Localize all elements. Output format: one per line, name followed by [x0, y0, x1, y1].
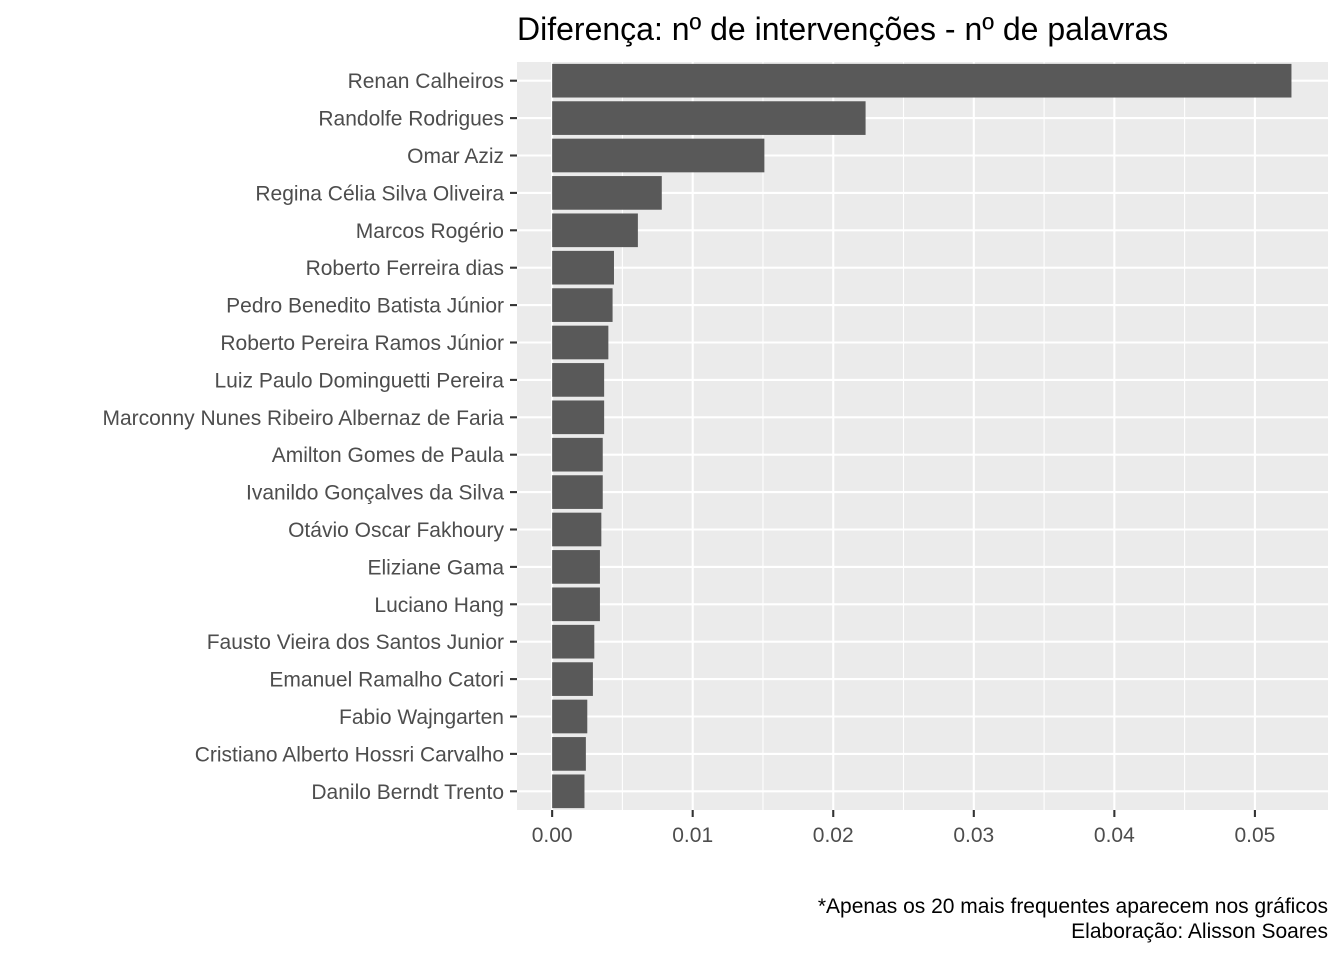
y-tick-label: Cristiano Alberto Hossri Carvalho — [195, 743, 504, 766]
caption-note: *Apenas os 20 mais frequentes aparecem n… — [817, 895, 1328, 918]
bar — [552, 624, 595, 659]
bar — [552, 325, 609, 360]
caption: *Apenas os 20 mais frequentes aparecem n… — [818, 894, 1328, 944]
y-tick-label: Roberto Ferreira dias — [306, 257, 504, 280]
y-axis: Renan Calheiros Randolfe Rodrigues Omar Az… — [102, 70, 517, 804]
plot-panel — [517, 62, 1328, 810]
bar — [552, 512, 602, 547]
y-tick-label: Omar Aziz — [407, 145, 504, 168]
bar — [552, 250, 614, 285]
bar — [552, 288, 613, 322]
caption-author: Elaboração: Alisson Soares — [1071, 920, 1328, 943]
x-tick-label: 0.05 — [1234, 824, 1275, 847]
y-tick-label: Randolfe Rodrigues — [318, 108, 504, 131]
bar — [552, 475, 603, 509]
bar — [552, 587, 600, 622]
y-tick-label: Renan Calheiros — [348, 70, 504, 93]
y-tick-label: Amilton Gomes de Paula — [272, 444, 505, 467]
bar — [552, 400, 605, 435]
bar — [552, 437, 603, 472]
x-axis: 0.00 0.01 0.02 0.03 0.04 0.05 — [532, 810, 1275, 847]
bar — [552, 550, 600, 584]
x-tick-label: 0.01 — [672, 824, 713, 847]
x-tick-label: 0.04 — [1094, 824, 1135, 847]
y-tick-label: Ivanildo Gonçalves da Silva — [246, 482, 504, 505]
y-tick-label: Emanuel Ramalho Catori — [269, 669, 504, 692]
y-tick-label: Pedro Benedito Batista Júnior — [226, 295, 504, 318]
chart-title: Diferença: nº de intervenções - nº de pa… — [517, 11, 1168, 47]
bar — [552, 213, 638, 248]
y-tick-label: Luciano Hang — [374, 594, 504, 617]
y-tick-label: Eliziane Gama — [367, 556, 504, 579]
bar — [552, 101, 866, 135]
y-tick-label: Marcos Rogério — [356, 220, 504, 243]
bar — [552, 699, 588, 734]
x-tick-label: 0.00 — [532, 824, 573, 847]
x-tick-label: 0.02 — [813, 824, 854, 847]
y-tick-label: Danilo Berndt Trento — [311, 781, 504, 804]
y-tick-label: Regina Célia Silva Oliveira — [255, 182, 504, 205]
bar — [552, 176, 662, 210]
y-tick-label: Fabio Wajngarten — [339, 706, 504, 729]
bar — [552, 138, 765, 173]
bar — [552, 774, 585, 809]
y-tick-label: Luiz Paulo Dominguetti Pereira — [215, 369, 505, 392]
bars — [552, 63, 1292, 809]
y-tick-label: Marconny Nunes Ribeiro Albernaz de Faria — [102, 407, 504, 430]
bar — [552, 363, 605, 397]
bar — [552, 662, 593, 696]
y-tick-label: Fausto Vieira dos Santos Junior — [207, 631, 504, 654]
bar — [552, 63, 1292, 98]
y-tick-label: Roberto Pereira Ramos Júnior — [220, 332, 504, 355]
x-tick-label: 0.03 — [953, 824, 994, 847]
y-tick-label: Otávio Oscar Fakhoury — [288, 519, 504, 542]
bar — [552, 737, 586, 771]
minor-gridlines — [621, 62, 1186, 810]
